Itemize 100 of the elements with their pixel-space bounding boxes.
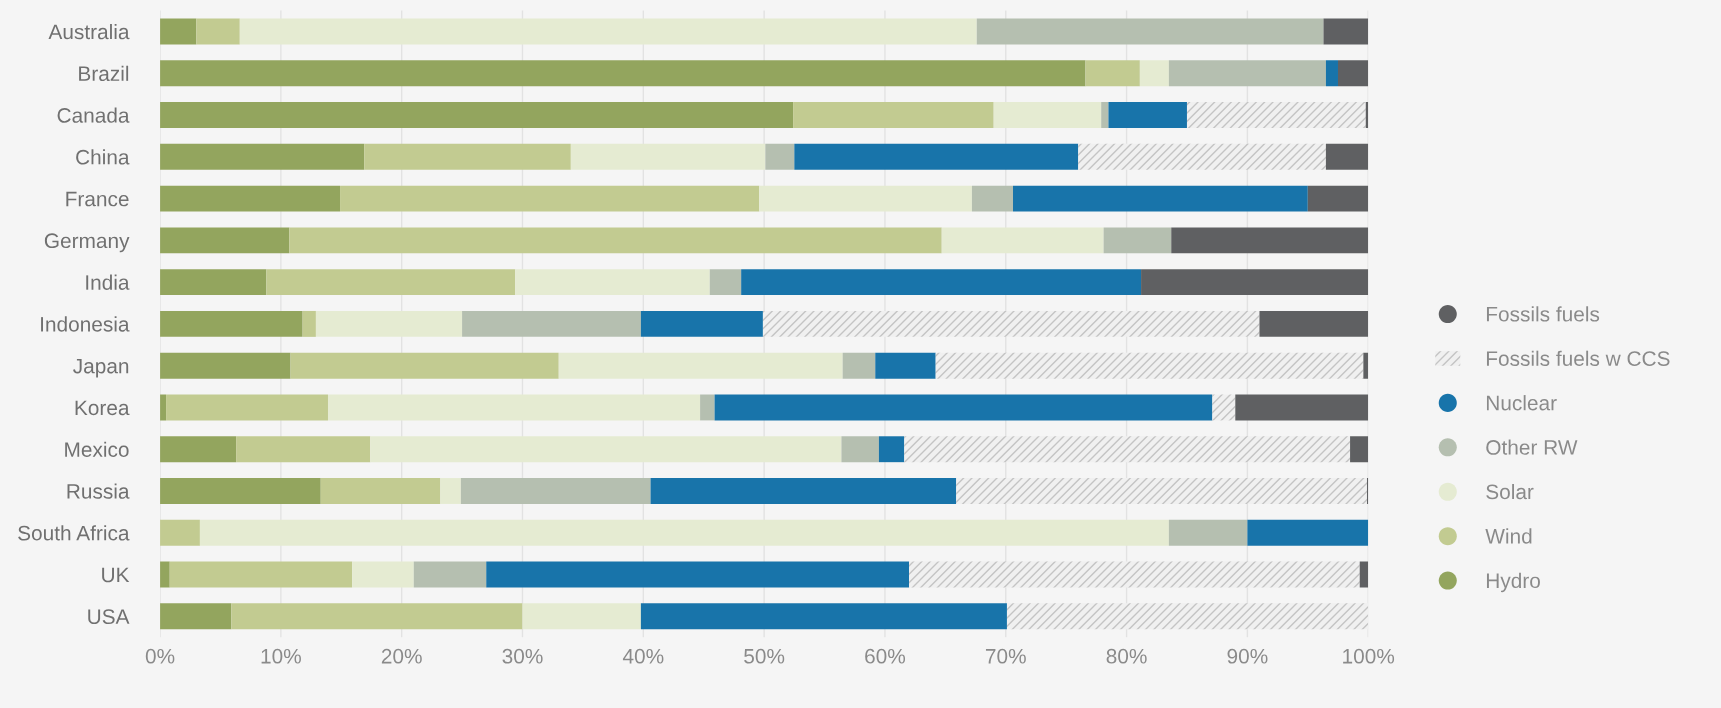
- bar: [650, 478, 957, 504]
- bar: [1168, 60, 1326, 87]
- y-tick-label: Australia: [48, 23, 130, 40]
- bar: [1103, 227, 1172, 254]
- y-tick-label: China: [76, 149, 130, 165]
- bar: [302, 310, 316, 337]
- bar: [460, 478, 651, 504]
- bar: [1078, 143, 1326, 170]
- bar: [166, 394, 328, 421]
- bar: [1212, 394, 1236, 421]
- bar: [794, 143, 1079, 170]
- bar: [762, 310, 1260, 337]
- x-tick-label: 40%: [622, 648, 664, 664]
- y-tick-label: India: [86, 274, 130, 290]
- bar: [352, 561, 414, 588]
- y-tick-label: USA: [88, 609, 130, 625]
- legend-label: Wind: [1485, 528, 1532, 544]
- bar: [1139, 60, 1169, 87]
- bar: [1013, 185, 1308, 212]
- bar: [1350, 436, 1369, 463]
- bar: [640, 310, 763, 337]
- legend-label: Fossils fuels: [1486, 306, 1600, 322]
- bar: [486, 561, 910, 588]
- bar: [160, 60, 1086, 87]
- bar: [1006, 603, 1369, 630]
- bar: [875, 352, 936, 379]
- y-tick-label: Japan: [73, 358, 129, 378]
- y-tick-label: South Africa: [18, 525, 130, 541]
- bar: [340, 185, 760, 212]
- bar: [160, 352, 291, 379]
- bar: [160, 269, 267, 296]
- bar: [160, 102, 794, 128]
- legend-label: Hydro: [1486, 572, 1540, 593]
- bar: [231, 603, 523, 630]
- bar: [289, 227, 942, 254]
- x-tick-label: 70%: [985, 648, 1026, 664]
- bar: [160, 603, 232, 630]
- bar: [1168, 519, 1248, 546]
- bar: [941, 227, 1104, 254]
- y-tick-label: Russia: [67, 483, 130, 499]
- bar: [993, 102, 1102, 128]
- legend-label: Other RW: [1486, 439, 1578, 455]
- x-tick-label: 20%: [381, 648, 422, 664]
- bar: [160, 227, 290, 254]
- bar: [1323, 18, 1369, 45]
- bar: [199, 519, 1169, 546]
- bar: [1359, 561, 1369, 588]
- bar: [160, 436, 237, 463]
- y-tick-label: UK: [102, 567, 130, 583]
- bar: [160, 478, 321, 504]
- bar: [709, 269, 742, 296]
- y-tick-label: Canada: [57, 107, 130, 123]
- bar: [1085, 60, 1140, 87]
- bar: [239, 18, 977, 45]
- bar: [1186, 102, 1366, 128]
- bar: [169, 561, 353, 588]
- bar: [266, 269, 516, 296]
- bar: [878, 436, 905, 463]
- bar: [1247, 519, 1369, 546]
- bar: [320, 478, 441, 504]
- bar: [765, 143, 795, 170]
- bar: [759, 185, 972, 212]
- bar: [290, 352, 559, 379]
- bar: [640, 603, 1007, 630]
- x-tick-label: 90%: [1227, 648, 1268, 664]
- bar: [160, 310, 303, 337]
- legend-label: Solar: [1486, 483, 1534, 500]
- bar: [462, 310, 641, 337]
- bar: [1307, 185, 1369, 212]
- bar: [413, 561, 487, 588]
- x-tick-label: 100%: [1343, 648, 1395, 664]
- bar: [976, 18, 1324, 45]
- bar: [971, 185, 1013, 212]
- bar: [370, 436, 842, 463]
- bar: [1108, 102, 1187, 128]
- y-tick-label: Korea: [75, 400, 130, 416]
- bar: [1337, 60, 1369, 87]
- bar: [909, 561, 1360, 588]
- legend-label: Nuclear: [1486, 395, 1557, 411]
- bar: [236, 436, 371, 463]
- bar: [793, 102, 994, 128]
- bar: [1141, 269, 1369, 296]
- bar: [956, 478, 1367, 504]
- bar: [904, 436, 1351, 463]
- bar: [440, 478, 461, 504]
- bar: [935, 352, 1364, 379]
- bar: [160, 561, 170, 588]
- bar: [1235, 394, 1369, 421]
- bar: [1259, 310, 1369, 337]
- x-tick-label: 30%: [502, 648, 543, 664]
- legend-label: Fossils fuels w CCS: [1486, 350, 1670, 366]
- x-tick-label: 10%: [261, 648, 301, 664]
- bar: [1171, 227, 1369, 254]
- bar: [714, 394, 1213, 421]
- bar: [741, 269, 1142, 296]
- y-tick-label: Brazil: [79, 65, 129, 82]
- bar: [327, 394, 701, 421]
- x-tick-label: 0%: [145, 648, 175, 664]
- bar: [558, 352, 843, 379]
- y-tick-label: Indonesia: [41, 316, 130, 332]
